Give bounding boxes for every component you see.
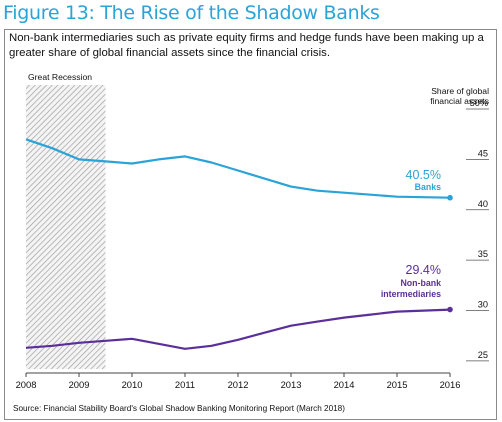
x-tick-label: 2011: [175, 379, 195, 390]
recession-label: Great Recession: [28, 72, 92, 82]
banks-series-label: Banks: [415, 182, 442, 192]
y-tick-label: 25: [478, 350, 488, 360]
y-tick-label: 35: [478, 249, 488, 259]
nonbank-line: [25, 308, 451, 350]
x-tick-label: 2010: [122, 379, 143, 390]
x-tick-label: 2014: [334, 379, 355, 390]
y-tick-label: 45: [478, 148, 488, 158]
x-tick-label: 2016: [440, 379, 461, 390]
y-tick-label: 50%: [470, 98, 488, 108]
chart-panel: Non-bank intermediaries such as private …: [4, 29, 497, 420]
chart-subtitle: Non-bank intermediaries such as private …: [9, 32, 484, 59]
nonbank-end-marker: [447, 306, 453, 313]
x-tick-label: 2012: [228, 379, 249, 390]
recession-band: [26, 85, 106, 369]
banks-end-marker: [447, 194, 453, 201]
x-tick-label: 2015: [387, 379, 408, 390]
y-axis-title-line2: financial assets: [430, 96, 489, 106]
banks-line: [25, 138, 451, 199]
nonbank-series-label-line2: intermediaries: [381, 289, 441, 299]
nonbank-series-label-line1: Non-bank: [400, 278, 441, 288]
source-note: Source: Financial Stability Board's Glob…: [13, 404, 345, 413]
x-tick-label: 2008: [16, 379, 37, 390]
y-tick-label: 30: [478, 300, 488, 310]
y-axis-title-line1: Share of global: [431, 86, 489, 96]
nonbank-value-label: 29.4%: [406, 263, 441, 277]
banks-value-label: 40.5%: [406, 168, 441, 182]
line-chart: Great Recession Share of globalfinancial …: [16, 72, 490, 390]
y-tick-label: 40: [478, 199, 488, 209]
x-tick-label: 2013: [281, 379, 302, 390]
figure-title: Figure 13: The Rise of the Shadow Banks: [3, 2, 380, 24]
x-tick-label: 2009: [69, 379, 90, 390]
